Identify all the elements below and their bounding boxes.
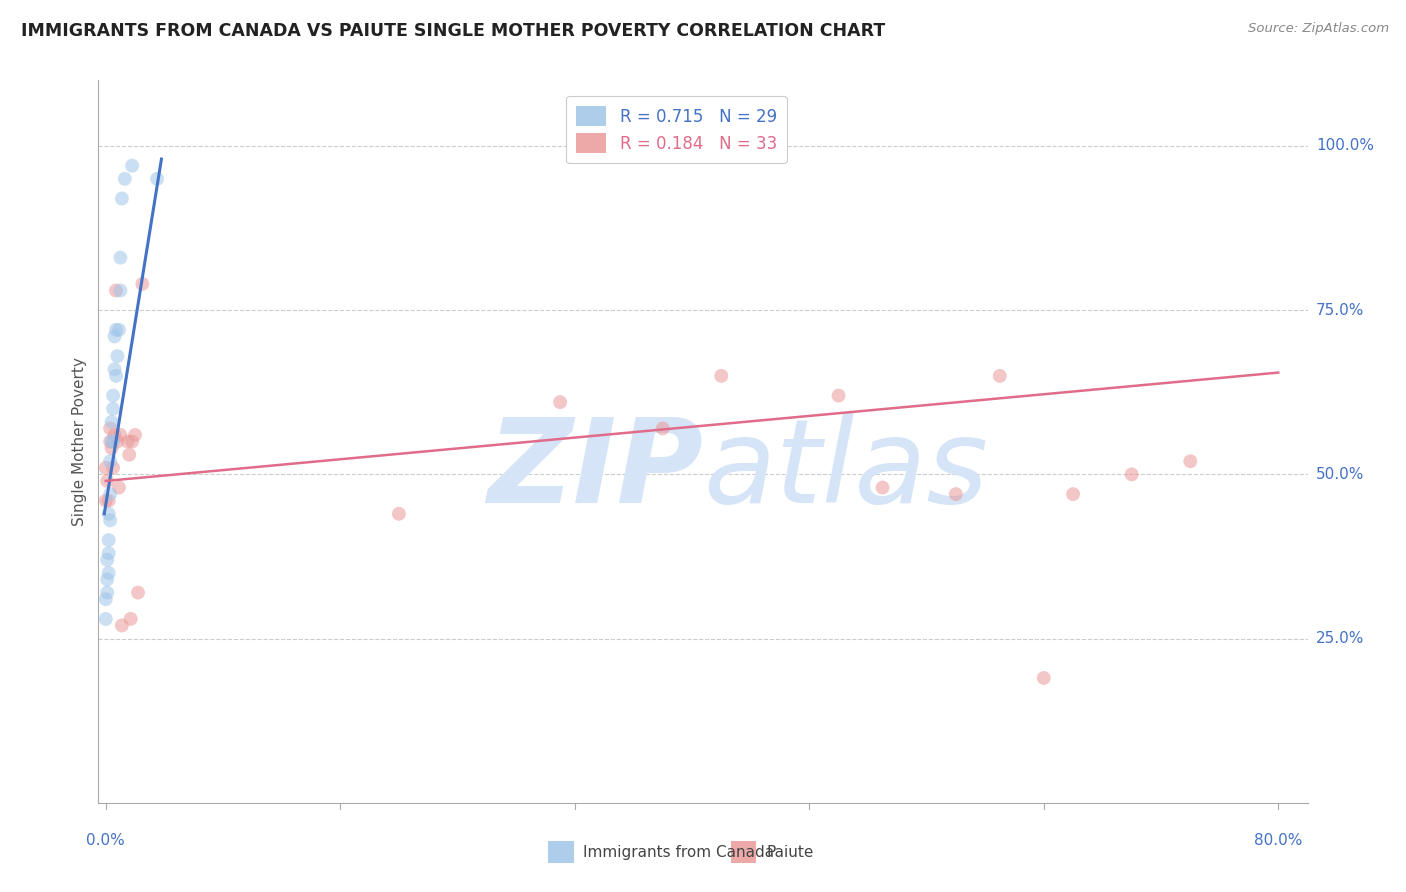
Point [101, 460, 124, 475]
Point [117, 434, 139, 449]
Point [107, 349, 129, 363]
Point [124, 428, 146, 442]
Point [988, 368, 1011, 383]
Text: Source: ZipAtlas.com: Source: ZipAtlas.com [1249, 22, 1389, 36]
Point [101, 401, 124, 416]
Point [710, 368, 733, 383]
Point [1032, 671, 1054, 685]
Point [548, 395, 571, 409]
Point [96, 585, 118, 599]
Point [108, 323, 131, 337]
Point [97, 566, 120, 580]
Point [96, 573, 118, 587]
Text: 25.0%: 25.0% [1316, 632, 1364, 646]
Point [96, 553, 118, 567]
Point [94, 493, 117, 508]
Point [127, 585, 149, 599]
Point [131, 277, 153, 291]
Y-axis label: Single Mother Poverty: Single Mother Poverty [72, 357, 87, 526]
Text: 75.0%: 75.0% [1316, 302, 1364, 318]
Point [121, 434, 143, 449]
Point [105, 323, 128, 337]
Point [110, 428, 132, 442]
Point [1121, 467, 1143, 482]
Text: Immigrants from Canada: Immigrants from Canada [583, 846, 775, 860]
Text: 50.0%: 50.0% [1316, 467, 1364, 482]
Point [98, 454, 121, 468]
Point [118, 448, 141, 462]
Point [110, 284, 132, 298]
Point [94, 460, 117, 475]
Point [1062, 487, 1084, 501]
Point [97, 507, 120, 521]
Text: Paiute: Paiute [766, 846, 814, 860]
Point [97, 533, 120, 547]
Point [100, 434, 122, 449]
Point [98, 434, 121, 449]
Point [96, 474, 118, 488]
Point [100, 415, 122, 429]
Point [945, 487, 967, 501]
Point [103, 362, 125, 376]
Point [827, 388, 849, 402]
Point [111, 618, 134, 632]
Text: 0.0%: 0.0% [86, 833, 125, 848]
Point [110, 251, 132, 265]
Text: ZIP: ZIP [486, 413, 703, 528]
Point [100, 441, 122, 455]
Point [114, 171, 136, 186]
Point [97, 493, 120, 508]
Legend: R = 0.715   N = 29, R = 0.184   N = 33: R = 0.715 N = 29, R = 0.184 N = 33 [567, 95, 787, 163]
Point [388, 507, 411, 521]
Text: 100.0%: 100.0% [1316, 138, 1374, 153]
Point [872, 481, 894, 495]
Text: atlas: atlas [703, 413, 988, 527]
Point [103, 428, 125, 442]
Point [107, 434, 129, 449]
Point [97, 546, 120, 560]
Point [98, 513, 121, 527]
Text: IMMIGRANTS FROM CANADA VS PAIUTE SINGLE MOTHER POVERTY CORRELATION CHART: IMMIGRANTS FROM CANADA VS PAIUTE SINGLE … [21, 22, 886, 40]
Point [1180, 454, 1202, 468]
Point [94, 612, 117, 626]
Point [108, 481, 131, 495]
Point [101, 434, 124, 449]
Point [146, 171, 169, 186]
Text: 80.0%: 80.0% [1254, 833, 1302, 848]
Point [101, 388, 124, 402]
Point [105, 284, 128, 298]
Point [105, 368, 128, 383]
Point [111, 192, 134, 206]
Point [94, 592, 117, 607]
Point [103, 329, 125, 343]
Point [98, 487, 121, 501]
Point [651, 421, 673, 435]
Point [98, 421, 121, 435]
Point [121, 159, 143, 173]
Point [120, 612, 142, 626]
